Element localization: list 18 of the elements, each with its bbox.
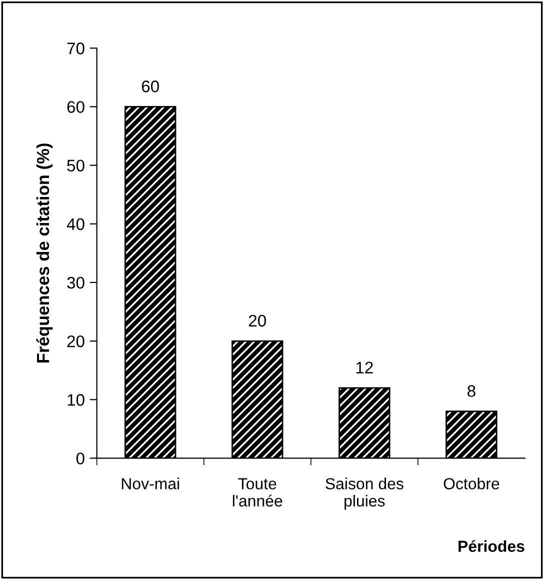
y-tick-label: 60 — [67, 101, 84, 113]
x-tick-label: Toute l'année — [232, 478, 282, 507]
y-tick-label: 50 — [67, 160, 84, 172]
x-axis-title: Périodes — [458, 540, 524, 552]
y-tick-label: 20 — [67, 335, 84, 348]
y-tick-label: 30 — [67, 276, 84, 289]
x-tick-label: Nov-mai — [122, 478, 180, 490]
data-label: 12 — [356, 362, 373, 374]
x-tick-label: Octobre — [444, 478, 500, 490]
y-tick-label: 40 — [66, 218, 84, 230]
data-label: 8 — [468, 385, 476, 397]
data-label: 60 — [142, 80, 159, 92]
data-label: 20 — [248, 314, 266, 327]
x-tick-label: Saison des pluies — [326, 478, 404, 510]
y-tick-label: 70 — [67, 42, 84, 54]
y-tick-label: 10 — [68, 394, 84, 406]
y-tick-label: 0 — [76, 452, 84, 464]
y-axis-title: Fréquences de citation (%) — [36, 144, 53, 362]
